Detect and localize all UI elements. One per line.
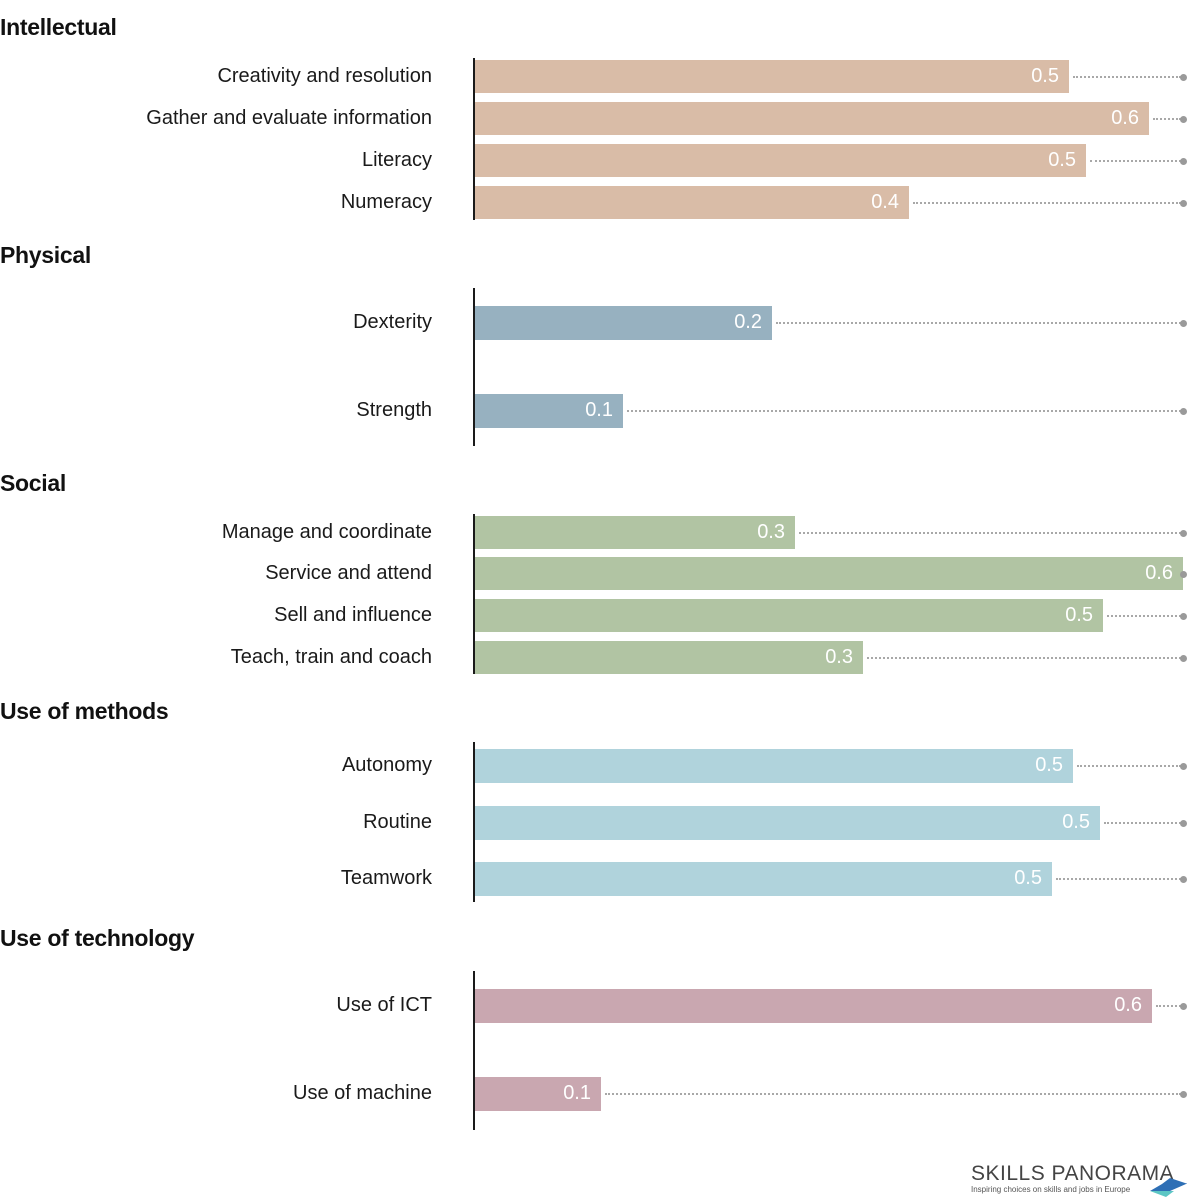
bar — [475, 749, 1073, 783]
bar-label: Dexterity — [353, 311, 432, 333]
leader-line — [627, 410, 1181, 412]
end-dot-marker — [1180, 820, 1187, 827]
leader-line — [1104, 822, 1181, 824]
bar-label: Teach, train and coach — [230, 645, 432, 668]
logo-arrow-dark — [1162, 1178, 1187, 1184]
end-dot-marker — [1180, 763, 1187, 770]
bar-value-label: 0.3 — [757, 520, 785, 543]
bar-label: Creativity and resolution — [217, 64, 432, 87]
end-dot-marker — [1180, 199, 1187, 207]
bar-label: Service and attend — [265, 561, 432, 584]
leader-line — [1077, 765, 1181, 767]
bar — [475, 1077, 601, 1111]
bar-label: Strength — [356, 399, 432, 421]
bar-value-label: 0.5 — [1065, 603, 1093, 626]
y-axis-line — [473, 971, 475, 1130]
bar-label: Literacy — [361, 148, 432, 171]
bar-value-label: 0.5 — [1031, 64, 1059, 87]
y-axis-line — [473, 742, 475, 902]
bar — [475, 144, 1086, 177]
end-dot-marker — [1180, 529, 1187, 537]
bar-value-label: 0.6 — [1145, 561, 1173, 584]
section-title: Social — [0, 470, 66, 496]
leader-line — [776, 322, 1181, 324]
bar — [475, 306, 772, 340]
leader-line — [1153, 117, 1181, 120]
bar-label: Autonomy — [341, 754, 432, 776]
leader-line — [1056, 878, 1181, 880]
bar — [475, 516, 795, 549]
y-axis-line — [473, 514, 475, 674]
bar-value-label: 0.5 — [1035, 754, 1063, 776]
section-title: Intellectual — [0, 14, 117, 40]
bar-label: Numeracy — [340, 190, 432, 213]
bar — [475, 557, 1183, 590]
leader-line — [799, 531, 1181, 534]
bar-value-label: 0.1 — [563, 1082, 591, 1104]
bar — [475, 862, 1052, 896]
end-dot-marker — [1180, 73, 1187, 81]
bar-label: Gather and evaluate information — [146, 106, 432, 129]
bar-value-label: 0.5 — [1062, 811, 1090, 833]
bar — [475, 394, 623, 428]
leader-line — [867, 656, 1181, 659]
bar-value-label: 0.5 — [1014, 867, 1042, 889]
bar-label: Manage and coordinate — [221, 520, 432, 543]
bar-label: Sell and influence — [274, 603, 432, 626]
bar — [475, 806, 1100, 840]
bar — [475, 641, 863, 674]
bar-value-label: 0.6 — [1114, 994, 1142, 1016]
end-dot-marker — [1180, 408, 1187, 415]
end-dot-marker — [1180, 1003, 1187, 1010]
bar-value-label: 0.4 — [871, 190, 899, 213]
bar-label: Routine — [363, 811, 432, 833]
section-title: Use of methods — [0, 698, 169, 724]
end-dot-marker — [1180, 570, 1187, 578]
bar — [475, 102, 1149, 135]
leader-line — [1073, 75, 1181, 78]
logo-arrow-icon — [1150, 1178, 1187, 1197]
bar-label: Teamwork — [340, 867, 432, 889]
bar-value-label: 0.2 — [734, 311, 762, 333]
end-dot-marker — [1180, 654, 1187, 662]
end-dot-marker — [1180, 1091, 1187, 1098]
skills-panorama-logo: SKILLS PANORAMA Inspiring choices on ski… — [971, 1163, 1174, 1195]
logo-arrow-light — [1150, 1191, 1174, 1197]
leader-line — [1090, 159, 1181, 162]
bar — [475, 60, 1069, 93]
bar-value-label: 0.3 — [825, 645, 853, 668]
section-title: Use of technology — [0, 925, 195, 951]
bar-value-label: 0.5 — [1048, 148, 1076, 171]
end-dot-marker — [1180, 876, 1187, 883]
logo-title: SKILLS PANORAMA — [971, 1162, 1175, 1185]
leader-line — [605, 1093, 1181, 1095]
bar — [475, 989, 1152, 1023]
bar — [475, 599, 1103, 632]
logo-arrow-mid — [1150, 1184, 1186, 1191]
y-axis-line — [473, 288, 475, 446]
end-dot-marker — [1180, 157, 1187, 165]
bar-value-label: 0.1 — [585, 399, 613, 421]
section-title: Physical — [0, 242, 91, 268]
bar-label: Use of machine — [293, 1082, 432, 1104]
leader-line — [1107, 614, 1181, 617]
leader-line — [913, 201, 1181, 204]
bar-value-label: 0.6 — [1111, 106, 1139, 129]
y-axis-line — [473, 58, 475, 220]
leader-line — [1156, 1005, 1181, 1007]
end-dot-marker — [1180, 115, 1187, 123]
end-dot-marker — [1180, 320, 1187, 327]
bar — [475, 186, 909, 219]
end-dot-marker — [1180, 612, 1187, 620]
logo-tagline: Inspiring choices on skills and jobs in … — [971, 1185, 1131, 1194]
bar-label: Use of ICT — [336, 994, 432, 1016]
